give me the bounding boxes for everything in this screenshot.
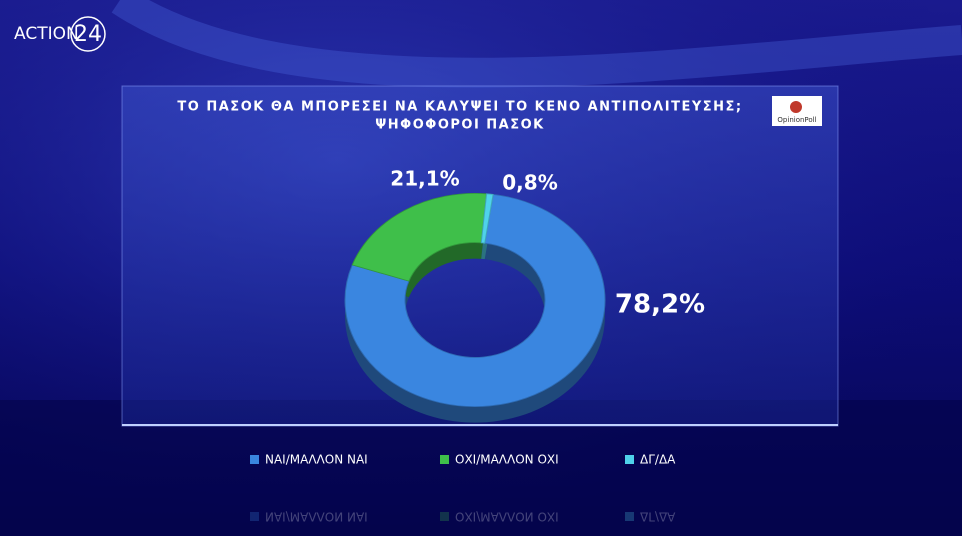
legend-swatch — [250, 512, 259, 521]
legend: ΝΑΙ/ΜΑΛΛΟΝ ΝΑΙ ΟΧΙ/ΜΑΛΛΟΝ ΟΧΙ ΔΓ/ΔΑ — [250, 453, 676, 467]
pie-slice — [351, 193, 488, 282]
chart-title: ΤΟ ΠΑΣΟΚ ΘΑ ΜΠΟΡΕΣΕΙ ΝΑ ΚΑΛΥΨΕΙ ΤΟ ΚΕΝΟ … — [177, 100, 742, 115]
channel-number: 24 — [74, 22, 102, 47]
legend-label: ΟΧΙ/ΜΑΛΛΟΝ ΟΧΙ — [455, 510, 559, 524]
legend-swatch — [440, 512, 449, 521]
data-label: 21,1% — [390, 167, 459, 191]
legend-label: ΟΧΙ/ΜΑΛΛΟΝ ΟΧΙ — [455, 453, 559, 467]
legend-label: ΔΓ/ΔΑ — [640, 453, 676, 467]
legend-label: ΝΑΙ/ΜΑΛΛΟΝ ΝΑΙ — [265, 453, 368, 467]
data-label: 78,2% — [615, 290, 705, 320]
pie-slice — [344, 193, 606, 408]
chart-subtitle: ΨΗΦΟΦΟΡΟΙ ΠΑΣΟΚ — [375, 118, 545, 133]
legend-label: ΔΓ/ΔΑ — [640, 510, 676, 524]
pie-slice — [480, 193, 494, 244]
legend-swatch — [250, 455, 259, 464]
pollster-name: OpinionPoll — [777, 116, 816, 124]
legend-swatch — [440, 455, 449, 464]
pie — [344, 193, 606, 408]
channel-name: ACTION — [14, 24, 79, 44]
legend-label: ΝΑΙ/ΜΑΛΛΟΝ ΝΑΙ — [265, 510, 368, 524]
legend-swatch — [625, 512, 634, 521]
legend-swatch — [625, 455, 634, 464]
data-label: 0,8% — [502, 171, 557, 195]
decor — [111, 0, 962, 88]
pollster-icon — [790, 101, 802, 113]
legend-reflection: ΝΑΙ/ΜΑΛΛΟΝ ΝΑΙ ΟΧΙ/ΜΑΛΛΟΝ ΟΧΙ ΔΓ/ΔΑ — [250, 510, 676, 524]
logo-ring — [70, 16, 106, 52]
